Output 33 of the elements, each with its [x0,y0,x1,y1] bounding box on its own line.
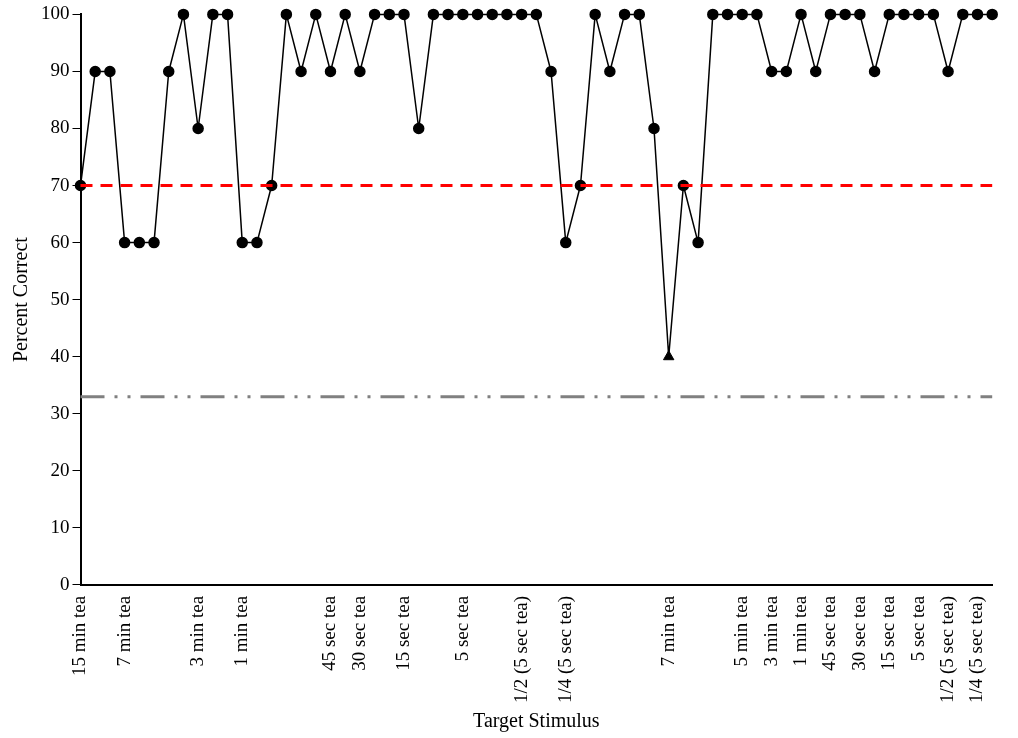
x-tick-label: 7 min tea [656,595,678,667]
x-tick-label: 1/2 (5 sec tea) [509,595,532,704]
y-tick-label: 100 [41,2,70,24]
y-tick-label: 30 [50,401,70,423]
x-tick-label: 30 sec tea [347,595,369,671]
x-tick-label: 7 min tea [112,595,134,667]
x-tick-label: 15 sec tea [877,595,899,671]
y-tick-label: 90 [50,59,70,81]
x-tick-label: 15 sec tea [391,595,413,671]
x-tick-label: 5 sec tea [906,595,928,662]
x-tick-label: 3 min tea [186,595,208,667]
x-tick-label: 45 sec tea [818,595,840,671]
y-tick-label: 0 [60,572,70,594]
x-tick-label: 15 min tea [68,595,90,677]
x-tick-label: 30 sec tea [847,595,869,671]
x-tick-label: 1/4 (5 sec tea) [965,595,988,704]
y-tick-label: 70 [50,173,70,195]
x-tick-label: 5 sec tea [450,595,472,662]
x-tick-label: 1/2 (5 sec tea) [936,595,959,704]
x-tick-label: 1 min tea [230,595,252,667]
x-tick-label: 3 min tea [759,595,781,667]
y-tick-label: 20 [50,458,70,480]
y-tick-label: 60 [50,230,70,252]
y-axis-title: Percent Correct [9,236,32,363]
y-tick-label: 10 [50,515,70,537]
y-tick-label: 40 [50,344,70,366]
x-tick-label: 5 min tea [730,595,752,667]
x-tick-label: 1 min tea [789,595,811,667]
x-axis-title: Target Stimulus [473,709,600,733]
y-tick-label: 50 [50,287,70,309]
x-tick-label: 45 sec tea [318,595,340,671]
x-tick-label: 1/4 (5 sec tea) [553,595,576,704]
y-tick-label: 80 [50,116,70,138]
